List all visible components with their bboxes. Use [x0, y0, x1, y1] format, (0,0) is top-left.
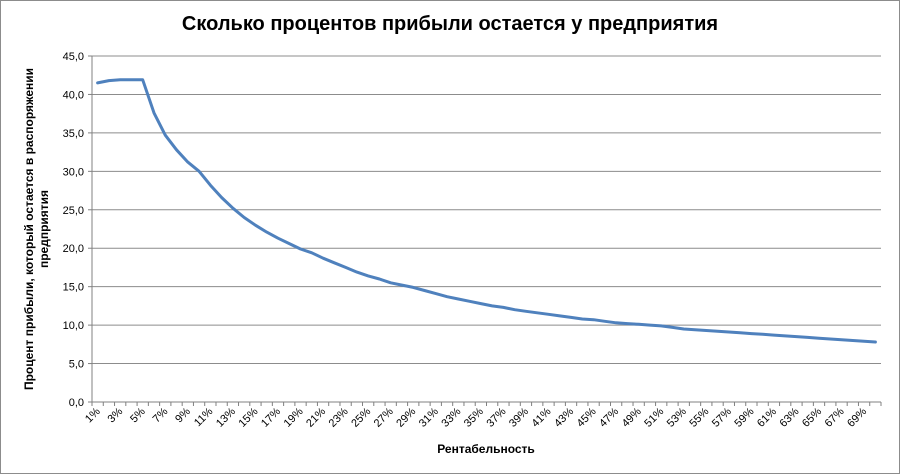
x-tick-labels: 1% 3% 5% 7% 9% 11%13%15%17%19%21%23%25%27%29%… — [83, 402, 882, 430]
x-tick-label: 41% — [530, 405, 554, 429]
axes — [91, 56, 881, 403]
x-tick-label: 55% — [687, 405, 711, 429]
chart-title: Сколько процентов прибыли остается у пре… — [181, 13, 719, 35]
x-tick-label: 43% — [552, 405, 576, 429]
y-tick-label: 30,0 — [63, 166, 84, 178]
x-tick-label: 3% — [106, 405, 126, 425]
x-axis-title: Рентабельность — [437, 442, 535, 456]
x-tick-label: 69% — [845, 405, 869, 429]
x-tick-label: 63% — [778, 405, 802, 429]
x-tick-label: 61% — [755, 405, 779, 429]
x-tick-label: 35% — [462, 405, 486, 429]
x-tick-label: 67% — [823, 405, 847, 429]
y-tick-label: 25,0 — [63, 205, 84, 217]
x-tick-label: 21% — [304, 405, 328, 429]
y-tick-label: 15,0 — [63, 282, 84, 294]
x-tick-label: 7% — [151, 405, 171, 425]
y-tick-label: 35,0 — [63, 128, 84, 140]
x-tick-label: 23% — [327, 405, 351, 429]
x-tick-label: 39% — [507, 405, 531, 429]
x-tick-label: 37% — [484, 405, 508, 429]
x-tick-label: 5% — [128, 405, 148, 425]
x-tick-label: 65% — [800, 405, 824, 429]
y-tick-labels: 0,0 5,0 10,0 15,0 20,0 25,0 30,0 35,0 40,0 45,0 — [63, 51, 92, 409]
y-axis-title: Процент прибыли, который остается в расп… — [22, 68, 51, 390]
y-tick-label: 20,0 — [63, 243, 84, 255]
x-tick-label: 19% — [282, 405, 306, 429]
y-tick-label: 5,0 — [69, 359, 84, 371]
x-tick-label: 13% — [214, 405, 238, 429]
series-line — [96, 78, 877, 344]
x-tick-label: 15% — [236, 405, 260, 429]
x-tick-label: 51% — [642, 405, 666, 429]
gridlines — [92, 55, 881, 365]
x-tick-label: 33% — [439, 405, 463, 429]
data-line — [96, 78, 877, 344]
y-tick-label: 45,0 — [63, 51, 84, 63]
x-tick-label: 11% — [192, 405, 216, 429]
x-tick-label: 59% — [732, 405, 756, 429]
x-tick-label: 1% — [83, 405, 103, 425]
y-tick-label: 0,0 — [69, 397, 84, 409]
x-tick-label: 53% — [665, 405, 689, 429]
x-tick-label: 57% — [710, 405, 734, 429]
x-tick-label: 25% — [349, 405, 373, 429]
x-tick-label: 47% — [597, 405, 621, 429]
y-tick-label: 10,0 — [63, 320, 84, 332]
x-tick-label: 9% — [173, 405, 193, 425]
y-axis-title-line-1: Процент прибыли, который остается в расп… — [22, 68, 36, 390]
x-tick-label: 29% — [394, 405, 418, 429]
x-tick-label: 31% — [417, 405, 441, 429]
x-tick-label: 27% — [372, 405, 396, 429]
x-tick-label: 45% — [575, 405, 599, 429]
x-tick-label: 49% — [620, 405, 644, 429]
y-tick-label: 40,0 — [63, 89, 84, 101]
x-tick-label: 17% — [259, 405, 283, 429]
y-axis-title-line-2: предприятия — [37, 190, 51, 268]
